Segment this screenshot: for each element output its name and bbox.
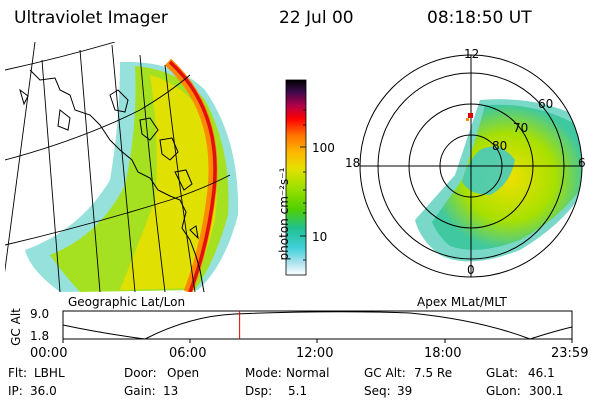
status-door-value: Open (167, 366, 200, 380)
mlt-label-18: 18 (345, 156, 361, 170)
timeline-xtick-1800: 18:00 (424, 346, 462, 361)
colorbar-tick-100: 100 (312, 141, 335, 155)
mlat-label-70: 70 (513, 121, 529, 135)
status-gain-value: 13 (163, 384, 179, 398)
status-gain-label: Gain: (124, 384, 156, 398)
polar-aurora-inner-cyan (462, 146, 515, 195)
polar-view (359, 54, 583, 278)
status-flt-value: LBHL (34, 366, 65, 380)
mlt-label-0: 0 (467, 263, 475, 277)
timeline-xtick-2359: 23:59 (551, 346, 589, 361)
status-mode-value: Normal (286, 366, 330, 380)
left-panel-caption: Geographic Lat/Lon (68, 295, 186, 309)
colorbar-tick-10: 10 (312, 230, 328, 244)
timeline-xtick-0600: 06:00 (169, 346, 207, 361)
date-label: 22 Jul 00 (279, 8, 354, 28)
aurora-limb-red (168, 60, 217, 292)
status-glon-label: GLon: (486, 384, 521, 398)
gc-altitude-timeline (62, 310, 573, 343)
status-glon-value: 300.1 (529, 384, 564, 398)
timeline-xtick-0000: 00:00 (30, 346, 68, 361)
colorbar-label: photon cm⁻²s⁻¹ (277, 167, 291, 261)
mlt-label-12: 12 (464, 47, 480, 61)
polar-hotspot (468, 113, 473, 118)
status-mode-label: Mode: (245, 366, 282, 380)
timeline-xtick-1200: 12:00 (296, 346, 334, 361)
status-seq-label: Seq: (364, 384, 391, 398)
timeline-axis-label: GC Alt (9, 308, 23, 346)
status-glat-label: GLat: (486, 366, 519, 380)
aurora-cloud-inner (120, 75, 217, 290)
timeline-ytick-1-8: 1.8 (30, 329, 50, 343)
aurora-limb-orange (164, 58, 218, 292)
colorbar-ticks (300, 109, 306, 261)
status-gcalt-value: 7.5 Re (414, 366, 453, 380)
status-dsp-value: 5.1 (288, 384, 308, 398)
right-panel-caption: Apex MLat/MLT (417, 295, 507, 309)
colorbar (285, 79, 307, 276)
mlat-label-80: 80 (492, 139, 508, 153)
status-flt-label: Flt: (8, 366, 27, 380)
status-door-label: Door: (124, 366, 157, 380)
timeline-ytick-9: 9.0 (30, 307, 50, 321)
gc-altitude-curve (62, 311, 573, 340)
geographic-view (5, 42, 239, 292)
status-glat-value: 46.1 (528, 366, 555, 380)
mlt-label-6: 6 (578, 156, 586, 170)
status-dsp-label: Dsp: (245, 384, 273, 398)
status-ip-label: IP: (8, 384, 23, 398)
status-gcalt-label: GC Alt: (364, 366, 406, 380)
status-seq-value: 39 (397, 384, 413, 398)
app-title: Ultraviolet Imager (14, 8, 168, 28)
mlat-label-60: 60 (538, 97, 554, 111)
time-label: 08:18:50 UT (427, 8, 532, 28)
status-ip-value: 36.0 (30, 384, 57, 398)
